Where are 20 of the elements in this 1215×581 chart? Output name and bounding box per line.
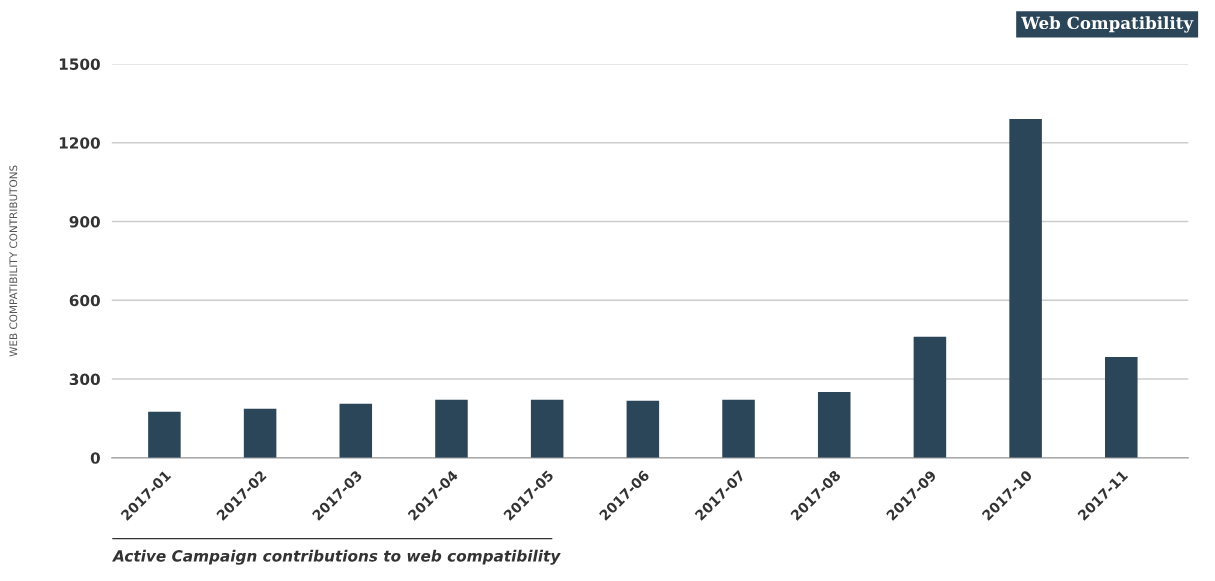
bar (339, 403, 373, 458)
y-tick-label: 1500 (59, 58, 100, 70)
bar (243, 408, 277, 458)
bar (148, 411, 181, 458)
bar (913, 336, 947, 458)
y-tick-label: 900 (69, 215, 100, 228)
y-tick-label: 1200 (59, 137, 100, 149)
y-tick-label: 600 (69, 294, 100, 307)
y-tick-label: 0 (90, 452, 100, 464)
bar (1105, 356, 1138, 458)
bar (626, 400, 660, 458)
text: Active Campaign contributions to web compatibility (112, 549, 561, 565)
bar (817, 391, 851, 458)
bar (1009, 119, 1042, 458)
y-tick-label: 300 (69, 373, 100, 386)
bar (435, 399, 468, 458)
chart-title: Web Compatibility (1021, 16, 1194, 33)
y-axis-title: WEB COMPATIBILITY CONTRIBUTONS (9, 165, 18, 357)
bar (722, 399, 755, 458)
bar (530, 399, 564, 458)
